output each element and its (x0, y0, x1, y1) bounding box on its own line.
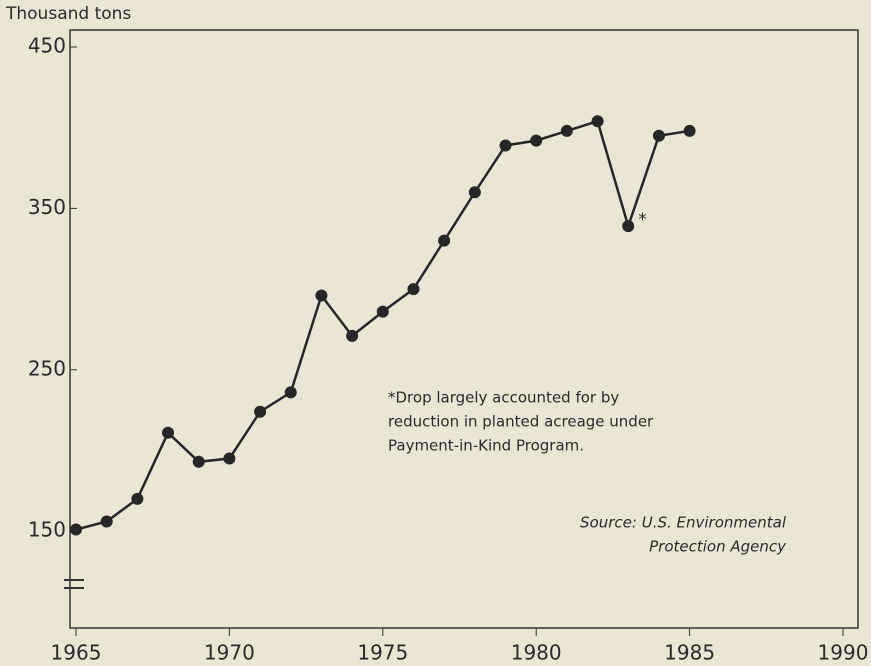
point (284, 386, 297, 399)
point (192, 455, 205, 468)
note: Payment-in-Kind Program. (388, 437, 584, 455)
point (652, 129, 665, 142)
point (407, 283, 420, 296)
y-tick-label: 350 (28, 195, 66, 219)
point (683, 124, 696, 137)
x-tick-label: 1970 (204, 641, 255, 665)
point (499, 139, 512, 152)
point (376, 305, 389, 318)
point (591, 115, 604, 128)
point (223, 452, 236, 465)
x-tick-label: 1980 (511, 641, 562, 665)
point (438, 234, 451, 247)
frame (69, 29, 859, 629)
line (75, 119, 690, 531)
source: Source: U.S. Environmental (580, 514, 787, 532)
point (622, 220, 635, 233)
note: *Drop largely accounted for by (388, 389, 619, 407)
y-tick-label: 450 (28, 34, 66, 58)
annotation-marker: * (638, 210, 647, 230)
point (100, 515, 113, 528)
y-tick-label: 250 (28, 356, 66, 380)
x-tick-label: 1990 (818, 641, 869, 665)
note: reduction in planted acreage under (388, 413, 654, 431)
x-tick-label: 1985 (664, 641, 715, 665)
point (162, 426, 175, 439)
source: Protection Agency (649, 538, 787, 556)
point (346, 329, 359, 342)
point (254, 405, 267, 418)
x-tick-label: 1975 (357, 641, 408, 665)
point (131, 492, 144, 505)
y-axis-label: Thousand tons (5, 4, 131, 24)
point (468, 186, 481, 199)
point (530, 134, 543, 147)
point (315, 289, 328, 302)
point (70, 523, 82, 536)
point (560, 124, 573, 137)
x-tick-label: 1965 (51, 641, 102, 665)
y-tick-label: 150 (28, 518, 66, 542)
